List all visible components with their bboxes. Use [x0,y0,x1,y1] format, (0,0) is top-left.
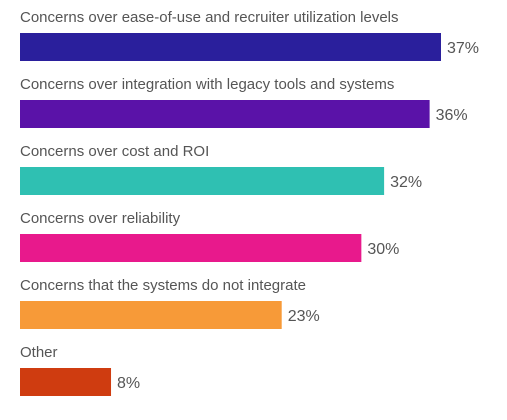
category-label: Concerns over integration with legacy to… [20,76,394,93]
category-label: Concerns over ease-of-use and recruiter … [20,9,399,26]
category-label: Concerns over cost and ROI [20,143,209,160]
bar [20,301,282,329]
value-label: 30% [367,241,399,258]
bar-row: Concerns over ease-of-use and recruiter … [20,9,479,61]
value-label: 23% [288,308,320,325]
value-label: 36% [436,107,468,124]
value-label: 37% [447,40,479,57]
bar [20,100,430,128]
bar-row: Other 8% [20,344,140,396]
bar [20,234,362,262]
value-label: 8% [117,375,140,392]
category-label: Other [20,344,58,361]
bar [20,167,385,195]
value-label: 32% [390,174,422,191]
category-label: Concerns over reliability [20,210,181,227]
bar-row: Concerns over reliability 30% [20,210,399,262]
category-label: Concerns that the systems do not integra… [20,277,306,294]
bar-row: Concerns over integration with legacy to… [20,76,468,128]
bar-row: Concerns over cost and ROI 32% [20,143,422,195]
bar [20,368,112,396]
bar [20,33,441,61]
bar-row: Concerns that the systems do not integra… [20,277,320,329]
